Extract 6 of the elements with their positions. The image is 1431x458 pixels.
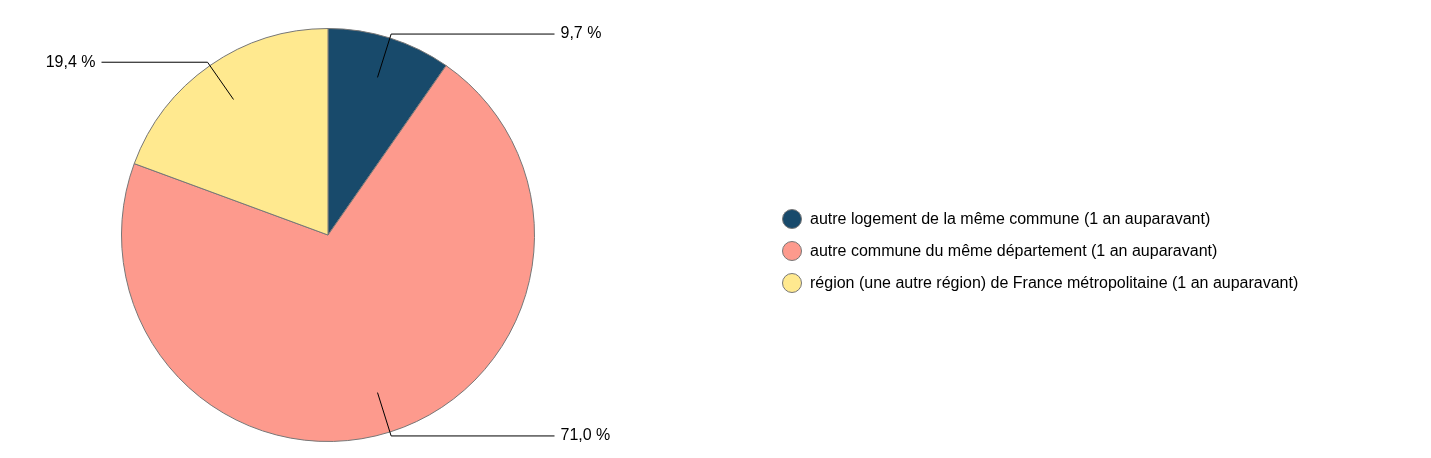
data-label: 71,0 % bbox=[560, 426, 611, 444]
legend-label: autre logement de la même commune (1 an auparavant) bbox=[810, 210, 1211, 228]
legend-label: région (une autre région) de France métropolitaine (1 an auparavant) bbox=[810, 274, 1299, 292]
data-label: 9,7 % bbox=[560, 24, 602, 42]
data-label: 19,4 % bbox=[45, 52, 96, 70]
legend-label: autre commune du même département (1 an auparavant) bbox=[810, 242, 1218, 260]
